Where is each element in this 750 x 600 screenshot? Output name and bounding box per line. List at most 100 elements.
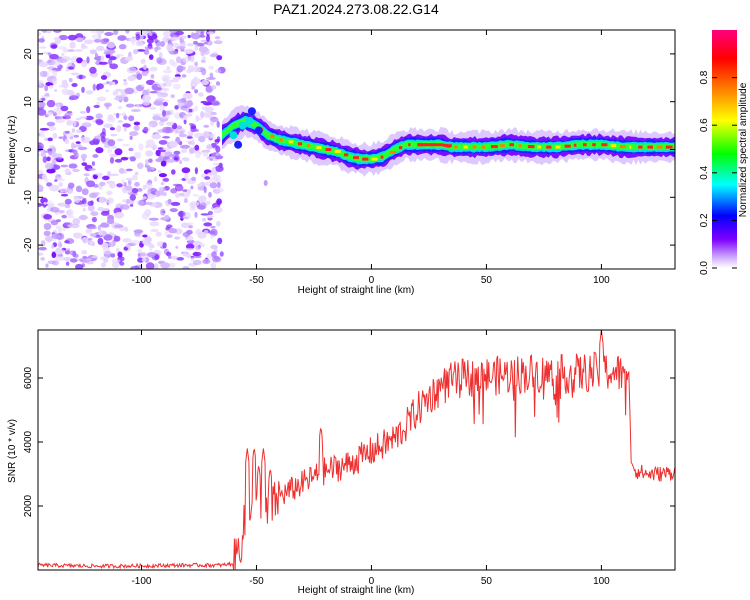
noise-blob: [127, 75, 136, 82]
noise-blob: [80, 136, 91, 144]
noise-blob: [184, 247, 195, 251]
noise-blob: [89, 240, 95, 245]
noise-blob: [89, 66, 97, 74]
noise-blob: [122, 143, 130, 147]
noise-blob: [113, 224, 124, 228]
noise-blob: [75, 144, 82, 148]
noise-blob: [174, 236, 181, 240]
noise-blob: [101, 242, 109, 249]
ridge-peak: [362, 157, 369, 161]
noise-blob: [61, 53, 65, 56]
noise-blob: [206, 156, 216, 159]
noise-blob: [73, 120, 77, 127]
noise-blob: [108, 241, 116, 247]
ridge-blob: [229, 131, 238, 140]
colorbar: 0.0 0.2 0.4 0.6 0.8 Normalized spectral ampl…: [699, 30, 749, 275]
noise-blob: [171, 169, 176, 175]
noise-blob: [189, 206, 197, 212]
noise-blob: [145, 159, 149, 166]
noise-blob: [162, 178, 169, 182]
noise-blob: [53, 112, 57, 117]
noise-blob: [44, 84, 49, 92]
ridge-blob: [238, 121, 247, 130]
noise-blob: [53, 30, 62, 33]
noise-blob: [64, 138, 70, 144]
noise-blob: [100, 38, 109, 45]
noise-blob: [191, 77, 201, 85]
colorbar-gradient: [712, 30, 737, 268]
noise-blob: [147, 30, 152, 34]
noise-blob: [176, 46, 186, 50]
noise-blob: [102, 175, 110, 181]
noise-blob: [45, 81, 54, 87]
noise-blob: [146, 252, 157, 258]
noise-blob: [198, 151, 203, 155]
noise-blob: [160, 115, 170, 119]
noise-blob: [67, 215, 75, 219]
ridge-peak: [665, 145, 673, 149]
noise-blob: [200, 213, 210, 216]
noise-blob: [38, 184, 44, 192]
noise-blob: [137, 253, 141, 259]
noise-blob: [179, 160, 183, 165]
colorbar-tick-label: 0.4: [699, 165, 710, 179]
noise-blob: [193, 40, 199, 45]
noise-blob: [95, 147, 104, 154]
noise-blob: [100, 75, 108, 80]
noise-blob: [131, 39, 136, 46]
noise-blob: [125, 168, 133, 172]
noise-blob: [69, 258, 78, 263]
noise-blob: [135, 33, 140, 41]
noise-blob: [98, 61, 108, 65]
snr-xlabel: Height of straight line (km): [298, 585, 415, 596]
noise-blob: [208, 191, 212, 198]
noise-blob: [109, 63, 119, 70]
noise-blob: [103, 234, 113, 241]
noise-blob: [38, 203, 43, 207]
noise-blob: [38, 108, 47, 116]
noise-blob: [87, 237, 93, 241]
noise-blob: [206, 215, 215, 219]
noise-blob: [67, 49, 75, 52]
noise-blob: [194, 89, 199, 94]
noise-blob: [152, 263, 159, 269]
noise-blob: [184, 173, 189, 180]
spectrogram-ytick-label: -10: [23, 190, 34, 205]
noise-blob: [198, 135, 206, 143]
noise-blob: [145, 79, 156, 86]
noise-blob: [175, 246, 179, 249]
noise-blob: [99, 223, 110, 228]
noise-blob: [124, 87, 135, 95]
noise-blob: [125, 177, 134, 181]
noise-blob: [139, 251, 147, 259]
noise-blob: [200, 30, 204, 38]
noise-blob: [189, 147, 195, 154]
noise-blob: [142, 184, 147, 190]
noise-blob: [172, 76, 182, 80]
noise-blob: [163, 87, 170, 92]
noise-blob: [172, 183, 183, 187]
ridge-peak: [619, 145, 626, 149]
noise-blob: [213, 206, 223, 214]
noise-blob: [179, 130, 184, 135]
noise-blob: [190, 256, 195, 262]
ridge-peak: [573, 143, 577, 147]
noise-blob: [170, 201, 181, 206]
noise-blob: [65, 261, 70, 266]
noise-blob: [49, 85, 54, 89]
noise-blob: [69, 41, 76, 49]
noise-blob: [98, 228, 103, 237]
ridge-peak: [288, 140, 294, 144]
noise-blob: [120, 204, 130, 210]
noise-blob: [120, 156, 129, 161]
noise-blob: [45, 30, 53, 34]
noise-blob: [67, 66, 74, 70]
noise-blob: [164, 152, 170, 157]
noise-blob: [44, 162, 54, 170]
noise-blob: [186, 229, 193, 235]
noise-blob: [203, 186, 207, 194]
noise-blob: [60, 105, 69, 112]
noise-blob: [218, 162, 223, 168]
chart-title: PAZ1.2024.273.08.22.G14: [273, 1, 439, 17]
noise-blob: [64, 130, 70, 134]
